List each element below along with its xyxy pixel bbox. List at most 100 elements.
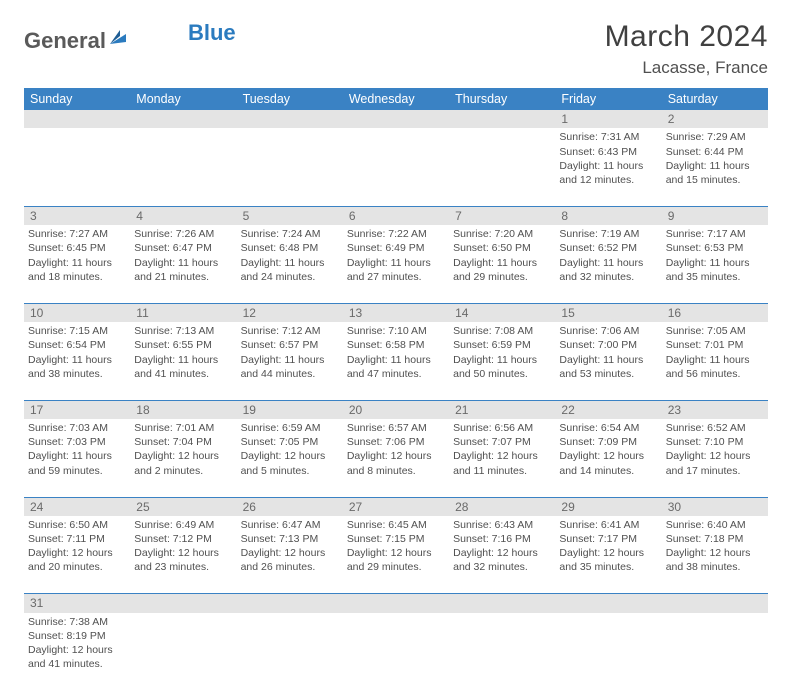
day-cell: Sunrise: 7:17 AMSunset: 6:53 PMDaylight:… <box>662 225 768 303</box>
weekday-header: Tuesday <box>237 88 343 110</box>
weekday-header: Saturday <box>662 88 768 110</box>
header: General Blue March 2024 Lacasse, France <box>24 20 768 78</box>
weekday-header: Thursday <box>449 88 555 110</box>
sunset-text: Sunset: 6:43 PM <box>559 145 657 159</box>
daylight-text-1: Daylight: 11 hours <box>347 353 445 367</box>
day-cell: Sunrise: 7:01 AMSunset: 7:04 PMDaylight:… <box>130 419 236 497</box>
sunrise-text: Sunrise: 6:59 AM <box>241 421 339 435</box>
day-number: 28 <box>449 497 555 516</box>
daynum-row: 31 <box>24 594 768 613</box>
day-cell: Sunrise: 7:08 AMSunset: 6:59 PMDaylight:… <box>449 322 555 400</box>
content-row: Sunrise: 7:31 AMSunset: 6:43 PMDaylight:… <box>24 128 768 206</box>
day-cell <box>449 128 555 206</box>
daylight-text-2: and 15 minutes. <box>666 173 764 187</box>
day-number <box>555 594 661 613</box>
daylight-text-1: Daylight: 12 hours <box>241 546 339 560</box>
daynum-row: 17181920212223 <box>24 400 768 419</box>
sunset-text: Sunset: 6:52 PM <box>559 241 657 255</box>
daylight-text-1: Daylight: 12 hours <box>347 449 445 463</box>
daylight-text-1: Daylight: 11 hours <box>559 256 657 270</box>
sunrise-text: Sunrise: 7:31 AM <box>559 130 657 144</box>
sunrise-text: Sunrise: 6:52 AM <box>666 421 764 435</box>
weekday-header: Wednesday <box>343 88 449 110</box>
day-number <box>237 110 343 128</box>
day-number: 13 <box>343 303 449 322</box>
logo-text-general: General <box>24 28 106 54</box>
daylight-text-2: and 23 minutes. <box>134 560 232 574</box>
sunrise-text: Sunrise: 6:43 AM <box>453 518 551 532</box>
sunrise-text: Sunrise: 6:54 AM <box>559 421 657 435</box>
sunrise-text: Sunrise: 7:29 AM <box>666 130 764 144</box>
day-cell: Sunrise: 6:50 AMSunset: 7:11 PMDaylight:… <box>24 516 130 594</box>
day-cell <box>555 613 661 691</box>
sunrise-text: Sunrise: 7:27 AM <box>28 227 126 241</box>
daylight-text-2: and 38 minutes. <box>666 560 764 574</box>
sunrise-text: Sunrise: 6:47 AM <box>241 518 339 532</box>
day-cell: Sunrise: 7:20 AMSunset: 6:50 PMDaylight:… <box>449 225 555 303</box>
daylight-text-1: Daylight: 12 hours <box>559 449 657 463</box>
sunset-text: Sunset: 8:19 PM <box>28 629 126 643</box>
day-number: 18 <box>130 400 236 419</box>
logo: General Blue <box>24 28 236 54</box>
day-number: 17 <box>24 400 130 419</box>
day-number <box>24 110 130 128</box>
sunrise-text: Sunrise: 6:41 AM <box>559 518 657 532</box>
day-number: 6 <box>343 206 449 225</box>
daylight-text-1: Daylight: 11 hours <box>559 159 657 173</box>
daylight-text-2: and 32 minutes. <box>453 560 551 574</box>
day-cell: Sunrise: 6:43 AMSunset: 7:16 PMDaylight:… <box>449 516 555 594</box>
daylight-text-2: and 27 minutes. <box>347 270 445 284</box>
day-cell: Sunrise: 6:45 AMSunset: 7:15 PMDaylight:… <box>343 516 449 594</box>
day-cell: Sunrise: 6:57 AMSunset: 7:06 PMDaylight:… <box>343 419 449 497</box>
day-number <box>343 594 449 613</box>
logo-text-blue: Blue <box>188 20 236 46</box>
day-cell <box>343 128 449 206</box>
day-number: 12 <box>237 303 343 322</box>
daylight-text-2: and 8 minutes. <box>347 464 445 478</box>
daylight-text-2: and 20 minutes. <box>28 560 126 574</box>
daylight-text-2: and 21 minutes. <box>134 270 232 284</box>
daylight-text-2: and 50 minutes. <box>453 367 551 381</box>
daylight-text-1: Daylight: 12 hours <box>453 449 551 463</box>
day-number: 11 <box>130 303 236 322</box>
daylight-text-1: Daylight: 11 hours <box>134 256 232 270</box>
daylight-text-2: and 18 minutes. <box>28 270 126 284</box>
daylight-text-1: Daylight: 11 hours <box>28 449 126 463</box>
day-cell: Sunrise: 7:05 AMSunset: 7:01 PMDaylight:… <box>662 322 768 400</box>
sunrise-text: Sunrise: 6:56 AM <box>453 421 551 435</box>
day-number <box>237 594 343 613</box>
day-number <box>449 594 555 613</box>
day-cell: Sunrise: 7:19 AMSunset: 6:52 PMDaylight:… <box>555 225 661 303</box>
day-cell: Sunrise: 7:22 AMSunset: 6:49 PMDaylight:… <box>343 225 449 303</box>
day-number: 5 <box>237 206 343 225</box>
daylight-text-1: Daylight: 12 hours <box>559 546 657 560</box>
sunset-text: Sunset: 6:57 PM <box>241 338 339 352</box>
daynum-row: 3456789 <box>24 206 768 225</box>
day-number: 24 <box>24 497 130 516</box>
daynum-row: 24252627282930 <box>24 497 768 516</box>
daylight-text-2: and 41 minutes. <box>134 367 232 381</box>
daylight-text-1: Daylight: 11 hours <box>134 353 232 367</box>
daylight-text-2: and 14 minutes. <box>559 464 657 478</box>
day-cell: Sunrise: 7:15 AMSunset: 6:54 PMDaylight:… <box>24 322 130 400</box>
sunset-text: Sunset: 7:04 PM <box>134 435 232 449</box>
daylight-text-2: and 32 minutes. <box>559 270 657 284</box>
sunrise-text: Sunrise: 6:45 AM <box>347 518 445 532</box>
day-number: 29 <box>555 497 661 516</box>
month-title: March 2024 <box>605 20 768 54</box>
day-cell: Sunrise: 6:56 AMSunset: 7:07 PMDaylight:… <box>449 419 555 497</box>
daylight-text-2: and 41 minutes. <box>28 657 126 671</box>
calendar-body: 12Sunrise: 7:31 AMSunset: 6:43 PMDayligh… <box>24 110 768 691</box>
sunrise-text: Sunrise: 7:22 AM <box>347 227 445 241</box>
weekday-header: Sunday <box>24 88 130 110</box>
sunset-text: Sunset: 7:15 PM <box>347 532 445 546</box>
daylight-text-1: Daylight: 12 hours <box>28 643 126 657</box>
daylight-text-2: and 35 minutes. <box>559 560 657 574</box>
daylight-text-1: Daylight: 12 hours <box>28 546 126 560</box>
title-block: March 2024 Lacasse, France <box>605 20 768 78</box>
day-number: 25 <box>130 497 236 516</box>
daylight-text-1: Daylight: 11 hours <box>666 353 764 367</box>
daylight-text-1: Daylight: 11 hours <box>453 353 551 367</box>
daylight-text-1: Daylight: 11 hours <box>28 256 126 270</box>
sunset-text: Sunset: 6:49 PM <box>347 241 445 255</box>
